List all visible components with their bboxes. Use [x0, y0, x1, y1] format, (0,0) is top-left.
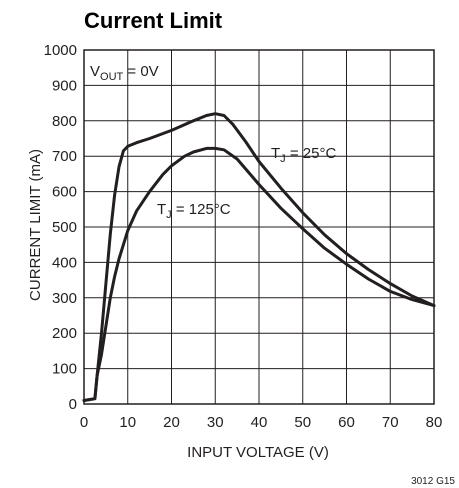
x-tick-label: 0 [80, 414, 88, 431]
y-tick-label: 800 [52, 113, 77, 130]
y-tick-label: 200 [52, 325, 77, 342]
x-tick-label: 70 [382, 414, 399, 431]
y-axis-label: CURRENT LIMIT (mA) [27, 149, 44, 301]
y-tick-label: 100 [52, 361, 77, 378]
grid [83, 49, 435, 405]
x-tick-label: 40 [251, 414, 268, 431]
tick-labels: 0 10 20 30 40 50 60 70 8001002003004005006007008… [44, 42, 443, 431]
annotation-vout: VOUT = 0V [90, 63, 159, 83]
x-tick-label: 20 [163, 414, 180, 431]
y-tick-label: 400 [52, 254, 77, 271]
x-tick-label: 10 [119, 414, 136, 431]
annotation-tj-25: TJ = 25°C [271, 145, 336, 165]
y-tick-label: 700 [52, 148, 77, 165]
y-tick-label: 1000 [44, 42, 77, 59]
x-tick-label: 80 [426, 414, 443, 431]
y-tick-label: 500 [52, 219, 77, 236]
x-tick-label: 60 [338, 414, 355, 431]
series-line-1 [82, 112, 436, 402]
y-tick-label: 0 [69, 396, 77, 413]
annotation-tj-125: TJ = 125°C [157, 201, 231, 221]
figure-code: 3012 G15 [411, 476, 455, 487]
plot-frame [83, 49, 435, 405]
y-tick-label: 600 [52, 184, 77, 201]
chart-title: Current Limit [84, 8, 223, 33]
x-tick-label: 30 [207, 414, 224, 431]
series-line-2 [82, 146, 436, 402]
y-tick-label: 300 [52, 290, 77, 307]
series-group [82, 112, 436, 402]
y-tick-label: 900 [52, 77, 77, 94]
x-axis-label: INPUT VOLTAGE (V) [187, 444, 329, 461]
x-tick-label: 50 [294, 414, 311, 431]
